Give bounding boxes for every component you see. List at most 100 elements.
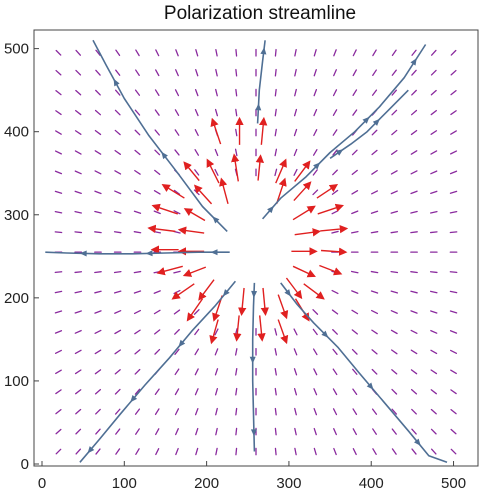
field-vector [94, 170, 102, 175]
streamline-arrow [130, 395, 138, 403]
field-vector [332, 408, 338, 416]
field-vector [174, 89, 180, 97]
field-vector [274, 387, 277, 396]
field-vector [410, 150, 418, 155]
field-vector [55, 69, 62, 76]
field-vector [133, 210, 142, 214]
field-vector [350, 270, 359, 274]
field-vector [134, 149, 141, 156]
streamline [261, 44, 427, 220]
field-vector [390, 310, 398, 314]
field-vector [274, 128, 277, 137]
field-vector [430, 150, 438, 155]
field-vector [153, 309, 161, 315]
field-vector [94, 369, 102, 375]
x-tick-label: 400 [359, 475, 384, 492]
streamline [251, 282, 256, 452]
field-vector [351, 169, 358, 176]
strong-vector [151, 203, 179, 215]
streamline-arrow [250, 429, 257, 437]
field-vector [293, 328, 298, 336]
strong-vector [292, 265, 316, 278]
field-vector [174, 328, 180, 335]
field-vector [352, 69, 357, 77]
field-vector [193, 189, 200, 196]
streamline-arrow [178, 339, 186, 348]
streamlines [45, 39, 448, 464]
streamline-arrow [366, 382, 374, 390]
field-vector [372, 428, 377, 435]
streamline [79, 280, 237, 463]
y-tick-label: 100 [4, 373, 29, 390]
field-vector [294, 407, 297, 416]
field-vector [371, 129, 378, 136]
field-vector [154, 129, 160, 136]
field-vector [215, 48, 218, 57]
field-vector [371, 368, 378, 375]
field-vector [391, 408, 398, 415]
field-vector [114, 290, 122, 294]
field-vector [235, 128, 238, 137]
field-vector [430, 369, 438, 375]
field-vector [54, 290, 63, 294]
field-vector [174, 149, 180, 156]
streamline-arrow [414, 438, 421, 446]
field-vector [450, 349, 458, 354]
strong-vector [182, 266, 207, 277]
field-vector [133, 190, 141, 195]
field-vector [410, 271, 418, 274]
field-vector [215, 447, 218, 456]
field-vector [174, 129, 180, 136]
field-vector [390, 329, 398, 335]
field-vector [410, 190, 418, 195]
strong-vector [219, 177, 229, 205]
field-vector [411, 89, 417, 96]
field-vector [350, 230, 359, 234]
field-vector [411, 69, 417, 76]
field-vector [332, 129, 338, 136]
field-vector [195, 69, 199, 77]
field-vector [94, 349, 102, 355]
field-vector [194, 169, 200, 176]
field-vector [274, 427, 277, 436]
field-vector [370, 210, 379, 214]
field-vector [274, 88, 277, 97]
field-vector [135, 428, 140, 435]
field-vector [313, 129, 318, 137]
strong-vector [294, 228, 322, 237]
field-vector [194, 368, 199, 376]
field-vector [115, 69, 121, 76]
field-vector [215, 88, 218, 97]
field-vector [94, 210, 102, 214]
field-vector [175, 69, 179, 77]
field-vector [235, 88, 238, 97]
field-vector [74, 231, 83, 234]
field-vector [55, 409, 62, 415]
field-vector [391, 349, 398, 355]
field-vector [174, 408, 180, 416]
streamline-arrow [260, 47, 267, 55]
field-vector [371, 169, 378, 175]
field-vector [74, 130, 82, 135]
field-vector [194, 129, 199, 137]
field-vector [430, 109, 437, 116]
strong-vector [233, 315, 242, 342]
streamline-arrow [313, 162, 321, 170]
field-vector [450, 369, 457, 375]
field-vector [449, 170, 458, 175]
strong-vectors [147, 116, 349, 345]
field-vector [312, 328, 318, 336]
streamline-arrow [284, 289, 291, 297]
field-vector [235, 367, 238, 376]
field-vector [331, 210, 339, 215]
field-vector [390, 290, 399, 294]
field-vector [54, 170, 63, 175]
field-vector [391, 369, 398, 375]
field-vector [54, 349, 62, 354]
field-vector [450, 69, 457, 76]
streamline-arrow [267, 205, 274, 214]
field-vector [332, 328, 338, 335]
field-vector [430, 290, 438, 294]
field-vector [331, 230, 339, 234]
field-vector [390, 270, 399, 274]
